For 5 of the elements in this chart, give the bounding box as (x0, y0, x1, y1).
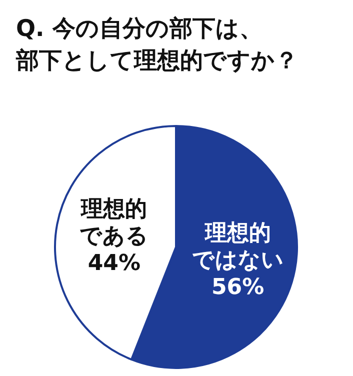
data-label: 44% (88, 251, 141, 276)
slice-label: 理想的ではない (192, 220, 284, 273)
data-label: 56% (211, 274, 264, 300)
slice-label: 理想的である (80, 197, 149, 250)
chart-title: Q. 今の自分の部下は、部下として理想的ですか？ (15, 16, 298, 74)
